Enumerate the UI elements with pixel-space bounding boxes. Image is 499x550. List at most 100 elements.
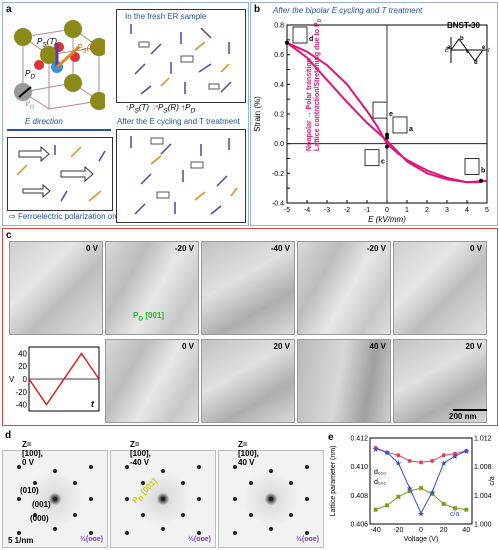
lattice-point xyxy=(419,460,423,465)
crystal-atom xyxy=(40,46,58,64)
cycled-domain-arrows xyxy=(130,136,238,215)
diffraction-spot xyxy=(161,527,165,531)
crystal-atom xyxy=(64,20,82,38)
state-label-c: c xyxy=(381,159,385,166)
diffraction-spot xyxy=(161,497,165,501)
panel-e: e 0.406 0.408 0.410 0.412 1.000 1.004 1.008 1.0… xyxy=(326,428,497,548)
lattice-point: ★ xyxy=(383,448,390,457)
micrograph-voltage-label: -20 V xyxy=(366,244,386,253)
diffraction-spot xyxy=(181,513,185,517)
ordering-arrow-icon: ⇨ xyxy=(9,212,16,221)
lattice-point xyxy=(396,494,401,499)
diffraction-spot xyxy=(141,481,145,485)
lattice-point xyxy=(430,458,435,463)
y-axis-label: Strain (%) xyxy=(253,96,262,132)
diffraction-spot xyxy=(269,527,273,531)
diffraction-spot xyxy=(141,513,145,517)
state-label-b: b xyxy=(481,168,485,175)
diffraction-spot xyxy=(269,469,273,473)
micrograph-voltage-label: 20 V xyxy=(273,342,290,351)
panel-b-title: After the bipolar E cycling and T treatm… xyxy=(273,6,423,15)
crystal-atom xyxy=(90,92,105,110)
lattice-point xyxy=(385,503,389,508)
diffraction-spot xyxy=(89,497,93,501)
lattice-point xyxy=(373,507,378,512)
diffraction-title-1: Z=[100], -40 V xyxy=(130,440,151,467)
lattice-point xyxy=(453,506,457,511)
e-direction-title: E direction xyxy=(25,117,63,126)
diffraction-spot xyxy=(125,465,129,469)
lattice-point xyxy=(464,507,469,512)
wave-y-tick: -20 xyxy=(15,388,27,397)
diffraction-spot xyxy=(161,469,165,473)
strain-loop-branch-2 xyxy=(286,41,488,184)
lattice-point: ★ xyxy=(440,459,447,468)
x-tick-label: 5 xyxy=(485,207,489,214)
lattice-y-tick: 0.406 xyxy=(350,522,368,529)
crystal-vo-label: VO xyxy=(25,101,35,111)
crystal-structure-diagram xyxy=(14,20,105,110)
lattice-point xyxy=(396,453,401,458)
y-tick-label: 0.6 xyxy=(274,52,284,59)
lattice-y-label: Lattice parameter (nm) xyxy=(330,446,337,517)
wave-y-tick: 0 xyxy=(23,375,28,384)
diffraction-spot xyxy=(233,531,237,535)
x-tick-label: 1 xyxy=(405,207,409,214)
lattice-x-tick: -40 xyxy=(371,527,381,534)
crystal-atom xyxy=(90,38,105,56)
marker-a xyxy=(385,135,389,140)
lattice-point: ★ xyxy=(417,509,424,518)
lattice-legend-0: d₀₁₀ xyxy=(374,469,386,476)
spot-index-label: (010) xyxy=(20,486,39,495)
lattice-point: ★ xyxy=(451,452,458,461)
micrograph-bottom-1: 20 V xyxy=(201,339,295,423)
cycled-box xyxy=(116,129,246,223)
micrograph-top-2: -40 V xyxy=(201,241,295,335)
micrograph-voltage-label: 20 V xyxy=(465,342,482,351)
micrograph-voltage-label: 40 V xyxy=(369,342,386,351)
micrograph-voltage-label: -40 V xyxy=(270,244,290,253)
diffraction-spot xyxy=(53,497,57,501)
state-box-b xyxy=(464,158,480,175)
lattice-point xyxy=(407,489,412,494)
wave-y-tick: 40 xyxy=(18,349,27,358)
lattice-point xyxy=(453,451,457,456)
y-tick-label: 0.2 xyxy=(274,112,284,119)
lattice-x-label: Voltage (V) xyxy=(404,536,439,543)
lattice-point: ★ xyxy=(406,484,413,493)
lattice-point: ★ xyxy=(463,447,470,456)
diffraction-spot xyxy=(53,469,57,473)
spot-index-label: (001) xyxy=(32,500,51,509)
wave-x-label: t xyxy=(91,399,95,409)
inset-e-label: E xyxy=(445,48,450,54)
x-tick-label: 3 xyxy=(445,207,449,214)
marker-e xyxy=(385,132,389,137)
inset-t-label: t xyxy=(488,48,490,54)
ordering-legend-text: Ferroelectric polarization ordering xyxy=(17,212,138,221)
crystal-atom xyxy=(14,83,32,101)
diffraction-spot xyxy=(289,513,293,517)
fresh-er-title: In the fresh ER sample xyxy=(125,12,207,21)
lattice-y2-tick: 1.008 xyxy=(474,464,492,471)
x-tick-label: 4 xyxy=(465,207,469,214)
lattice-legend-2: c/a xyxy=(450,511,459,518)
lattice-point: ★ xyxy=(395,459,402,468)
inset-waveform xyxy=(450,38,484,62)
spot-index-label: (000) xyxy=(30,514,49,523)
panel-d: d ½(ooe) Z=[100], 0 V ½(ooe) Z=[100], -40 V… xyxy=(2,428,324,548)
panel-d-label: d xyxy=(5,430,12,441)
panel-b-label: b xyxy=(254,4,261,15)
lattice-point xyxy=(441,453,446,458)
micrograph-top-4: 0 V xyxy=(393,241,487,335)
lattice-chart: 0.406 0.408 0.410 0.412 1.000 1.004 1.008 1.012… xyxy=(330,436,496,544)
lattice-y2-tick: 1.012 xyxy=(474,436,492,443)
state-label-a: a xyxy=(409,126,413,133)
x-tick-label: -4 xyxy=(304,207,310,214)
diffraction-title-2: Z=[100], 40 V xyxy=(238,440,259,467)
micrograph-voltage-label: 0 V xyxy=(469,244,482,253)
inset-point-a: a xyxy=(447,45,451,51)
lattice-x-tick: 0 xyxy=(419,527,423,534)
e-direction-box xyxy=(7,137,113,211)
x-tick-label: 2 xyxy=(425,207,429,214)
